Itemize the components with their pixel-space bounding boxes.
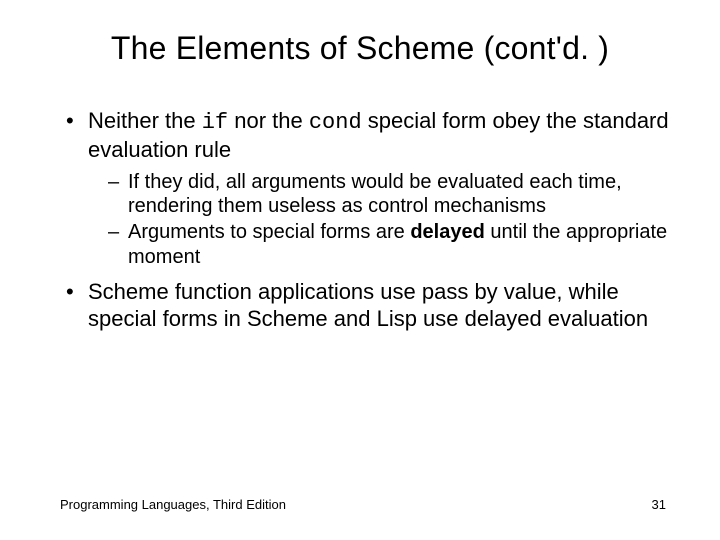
sub-bullet-1-2: Arguments to special forms are delayed u… (106, 220, 670, 269)
slide-body: Neither the if nor the cond special form… (60, 108, 670, 343)
bullet-1-text-mid: nor the (228, 108, 309, 133)
slide: The Elements of Scheme (cont'd. ) Neithe… (0, 0, 720, 540)
code-cond: cond (309, 110, 362, 135)
footer-page-number: 31 (652, 497, 666, 512)
code-if: if (202, 110, 228, 135)
bullet-list: Neither the if nor the cond special form… (60, 108, 670, 333)
slide-title: The Elements of Scheme (cont'd. ) (0, 30, 720, 67)
sub-bullet-1-1: If they did, all arguments would be eval… (106, 170, 670, 219)
sub-bullet-list-1: If they did, all arguments would be eval… (106, 170, 670, 270)
bullet-1: Neither the if nor the cond special form… (60, 108, 670, 269)
footer-left: Programming Languages, Third Edition (60, 497, 286, 512)
sub-bullet-1-2-pre: Arguments to special forms are (128, 221, 410, 243)
bullet-1-text-pre: Neither the (88, 108, 202, 133)
bullet-2: Scheme function applications use pass by… (60, 279, 670, 333)
sub-bullet-1-2-bold: delayed (410, 221, 484, 243)
